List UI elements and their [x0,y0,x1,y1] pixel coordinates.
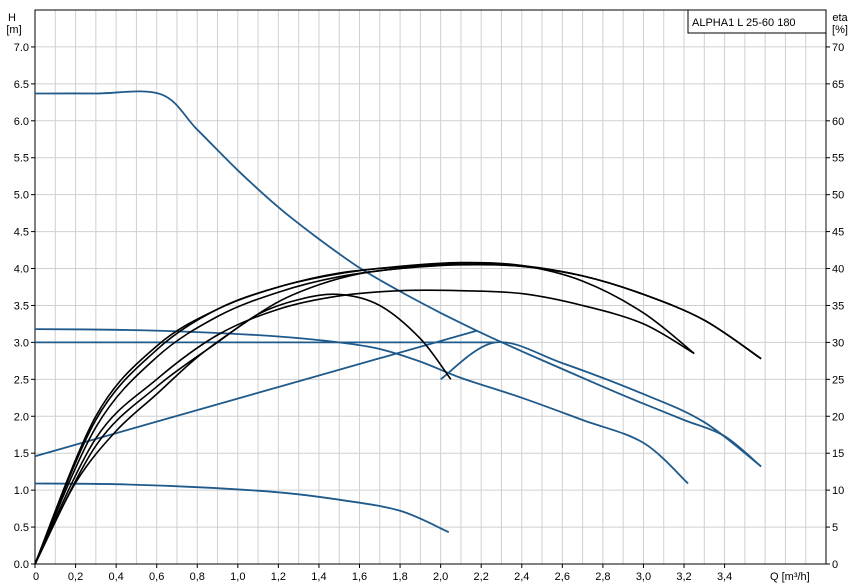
x-tick-label: 2,0 [433,571,448,583]
right-axis-title: eta [832,12,848,24]
x-tick-label: 3,4 [717,571,732,583]
head-curve-1 [34,328,689,485]
right-tick-label: 0 [832,559,838,571]
right-tick-label: 55 [832,153,844,165]
left-tick-label: 4.5 [14,227,29,239]
right-tick-label: 5 [832,522,838,534]
right-tick-label: 20 [832,411,844,423]
left-tick-label: 2.0 [14,411,29,423]
x-tick-label: 2,8 [595,571,610,583]
right-tick-label: 30 [832,337,844,349]
legend-label: ALPHA1 L 25-60 180 [692,17,796,29]
right-tick-label: 15 [832,448,844,460]
x-tick-label: 0 [33,571,39,583]
left-axis-title: H [8,12,16,24]
x-tick-label: 1,4 [311,571,326,583]
x-tick-label: 3,0 [636,571,651,583]
x-tick-label: 0,8 [190,571,205,583]
left-tick-label: 3.5 [14,300,29,312]
x-tick-label: 2,6 [555,571,570,583]
right-tick-label: 60 [832,116,844,128]
x-tick-label: 2,4 [514,571,529,583]
head-curve-4 [34,329,478,458]
left-tick-label: 3.0 [14,337,29,349]
left-tick-label: 6.5 [14,79,29,91]
right-tick-label: 10 [832,485,844,497]
left-tick-label: 2.5 [14,374,29,386]
left-tick-label: 0.0 [14,559,29,571]
x-tick-label: 3,2 [676,571,691,583]
right-tick-label: 40 [832,264,844,276]
right-tick-label: 25 [832,374,844,386]
x-axis-title: Q [m³/h] [770,571,810,583]
left-tick-label: 5.0 [14,190,29,202]
left-tick-label: 1.0 [14,485,29,497]
left-tick-label: 1.5 [14,448,29,460]
x-tick-label: 1,2 [271,571,286,583]
left-tick-label: 4.0 [14,264,29,276]
legend-box [687,9,827,34]
x-tick-label: 0,6 [149,571,164,583]
x-tick-label: 1,6 [352,571,367,583]
left-tick-label: 0.5 [14,522,29,534]
x-tick-label: 0,4 [108,571,123,583]
efficiency-curve-9 [34,289,695,565]
x-tick-label: 0,2 [68,571,83,583]
head-curve-0 [34,90,762,468]
x-tick-label: 2,2 [474,571,489,583]
right-tick-label: 50 [832,190,844,202]
left-tick-label: 6.0 [14,116,29,128]
efficiency-curve-11 [34,263,762,565]
right-tick-label: 35 [832,300,844,312]
head-curve-3 [440,341,762,468]
x-tick-label: 1,8 [392,571,407,583]
head-curve-5 [34,482,450,534]
right-axis-unit: [%] [832,24,848,36]
right-tick-label: 65 [832,79,844,91]
x-tick-label: 1,0 [230,571,245,583]
plot-background [35,10,826,564]
left-tick-label: 5.5 [14,153,29,165]
right-tick-label: 45 [832,227,844,239]
right-tick-label: 70 [832,42,844,54]
left-axis-unit: [m] [6,24,21,36]
left-tick-label: 7.0 [14,42,29,54]
plot-border [34,9,827,565]
